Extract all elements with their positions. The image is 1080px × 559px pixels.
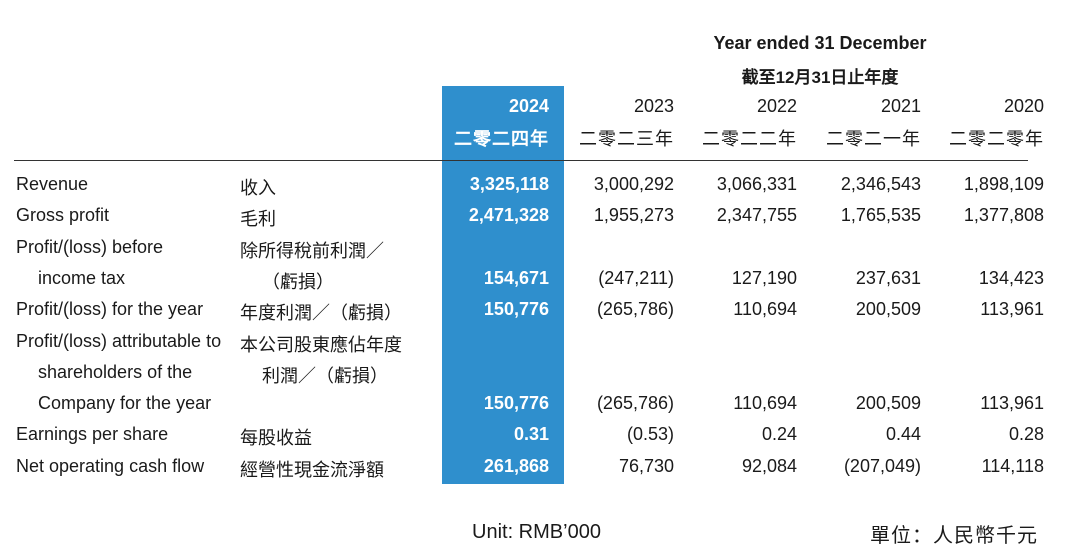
table-cell-2024: 150,776	[483, 299, 549, 320]
table-cell-2023: (265,786)	[596, 299, 674, 320]
row-label-en: Profit/(loss) for the year	[16, 299, 204, 320]
table-cell-2024: 150,776	[483, 393, 549, 414]
year-header-2023: 2023	[633, 96, 674, 116]
year-header-zh-2020: 二零二零年	[949, 129, 1044, 149]
table-cell-2022: 3,066,331	[716, 174, 797, 194]
year-header-2020: 2020	[1003, 96, 1044, 116]
table-cell-2023: 3,000,292	[593, 174, 674, 194]
unit-note-zh: 單位：人民幣千元	[870, 525, 1038, 547]
table-cell-2022: 127,190	[731, 267, 797, 288]
table-cell-2021: 200,509	[855, 299, 921, 320]
row-label-zh: 除所得稅前利潤／	[240, 240, 384, 261]
table-cell-2022: 92,084	[741, 455, 797, 476]
table-cell-2020: 113,961	[980, 299, 1044, 320]
row-label-zh: 年度利潤／（虧損）	[240, 303, 402, 324]
table-cell-2022: 2,347,755	[716, 205, 797, 226]
table-cell-2020: 1,898,109	[963, 174, 1044, 194]
row-label-zh: 收入	[240, 178, 276, 198]
highlight-column-2024	[442, 86, 564, 484]
row-label-en: shareholders of the	[38, 361, 193, 382]
table-cell-2020: 1,377,808	[963, 205, 1044, 226]
row-label-en: Gross profit	[16, 205, 110, 226]
row-label-zh: 毛利	[240, 209, 276, 230]
table-cell-2024: 154,671	[483, 267, 549, 288]
table-cell-2021: 200,509	[855, 393, 921, 414]
table-cell-2022: 110,694	[733, 299, 797, 320]
table-cell-2021: 1,765,535	[840, 205, 921, 226]
table-cell-2020: 113,961	[980, 393, 1044, 414]
table-cell-2023: 76,730	[618, 455, 674, 476]
period-title-en: Year ended 31 December	[713, 33, 927, 53]
table-cell-2024: 0.31	[513, 424, 549, 445]
year-header-zh-2022: 二零二二年	[702, 129, 797, 149]
year-header-zh-2023: 二零二三年	[579, 129, 674, 149]
year-header-2024: 2024	[508, 96, 549, 116]
year-header-zh-2024: 二零二四年	[454, 129, 549, 149]
table-cell-2021: 2,346,543	[840, 174, 921, 194]
period-title-zh: 截至12月31日止年度	[741, 68, 899, 87]
table-cell-2020: 114,118	[981, 455, 1044, 476]
row-label-en: Revenue	[16, 174, 89, 194]
row-label-en: Company for the year	[38, 393, 212, 414]
table-cell-2020: 134,423	[978, 267, 1044, 288]
table-cell-2024: 3,325,118	[469, 174, 549, 194]
table-cell-2023: (0.53)	[626, 424, 674, 445]
row-label-zh: 本公司股東應佔年度	[240, 334, 402, 355]
table-cell-2020: 0.28	[1008, 424, 1044, 445]
row-label-en: Earnings per share	[16, 424, 169, 445]
row-label-zh: （虧損）	[262, 271, 334, 292]
table-cell-2022: 0.24	[761, 424, 797, 445]
table-cell-2024: 2,471,328	[468, 205, 549, 226]
table-cell-2021: (207,049)	[843, 455, 921, 476]
table-cell-2024: 261,868	[483, 455, 549, 476]
table-cell-2021: 237,631	[855, 267, 921, 288]
row-label-en: Profit/(loss) before	[16, 236, 164, 257]
unit-note-en: Unit: RMB’000	[472, 521, 601, 543]
year-header-zh-2021: 二零二一年	[826, 129, 921, 149]
year-header-2022: 2022	[756, 96, 797, 116]
header-divider	[14, 160, 1028, 161]
row-label-en: Net operating cash flow	[16, 455, 205, 476]
table-cell-2023: (247,211)	[598, 267, 674, 288]
year-header-2021: 2021	[880, 96, 921, 116]
table-cell-2021: 0.44	[885, 424, 921, 445]
table-cell-2023: 1,955,273	[593, 205, 674, 226]
row-label-zh: 利潤／（虧損）	[262, 365, 388, 386]
row-label-en: Profit/(loss) attributable to	[16, 330, 222, 351]
row-label-zh: 經營性現金流淨額	[240, 459, 384, 480]
table-cell-2023: (265,786)	[596, 393, 674, 414]
table-cell-2022: 110,694	[733, 393, 797, 414]
row-label-zh: 每股收益	[240, 428, 312, 449]
row-label-en: income tax	[38, 267, 126, 288]
